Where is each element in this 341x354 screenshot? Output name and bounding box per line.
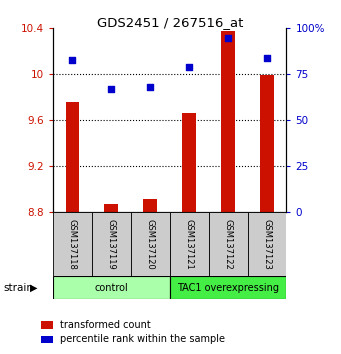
Text: GSM137121: GSM137121 [184,219,194,270]
Text: control: control [94,282,128,293]
Point [187,64,192,70]
Point [108,86,114,92]
Text: ▶: ▶ [30,283,38,293]
Bar [143,199,157,212]
Bar [209,212,248,276]
Bar [131,212,169,276]
Bar [221,30,235,212]
Text: GSM137120: GSM137120 [146,219,155,270]
Text: GSM137122: GSM137122 [224,219,233,270]
Bar [169,276,286,299]
Text: TAC1 overexpressing: TAC1 overexpressing [177,282,279,293]
Text: percentile rank within the sample: percentile rank within the sample [60,335,225,344]
Bar [104,204,118,212]
Text: GSM137119: GSM137119 [107,219,116,270]
Text: strain: strain [3,283,33,293]
Point [147,84,153,90]
Point [225,35,231,40]
Bar [92,212,131,276]
Bar [182,114,196,212]
Bar [65,102,79,212]
Point [70,57,75,62]
Text: GSM137123: GSM137123 [263,219,271,270]
Bar [260,75,274,212]
Text: GSM137118: GSM137118 [68,219,77,270]
Bar [53,212,92,276]
Text: transformed count: transformed count [60,320,150,330]
Bar [169,212,209,276]
Point [264,55,270,61]
Bar [248,212,286,276]
Bar [53,276,169,299]
Text: GDS2451 / 267516_at: GDS2451 / 267516_at [97,16,244,29]
